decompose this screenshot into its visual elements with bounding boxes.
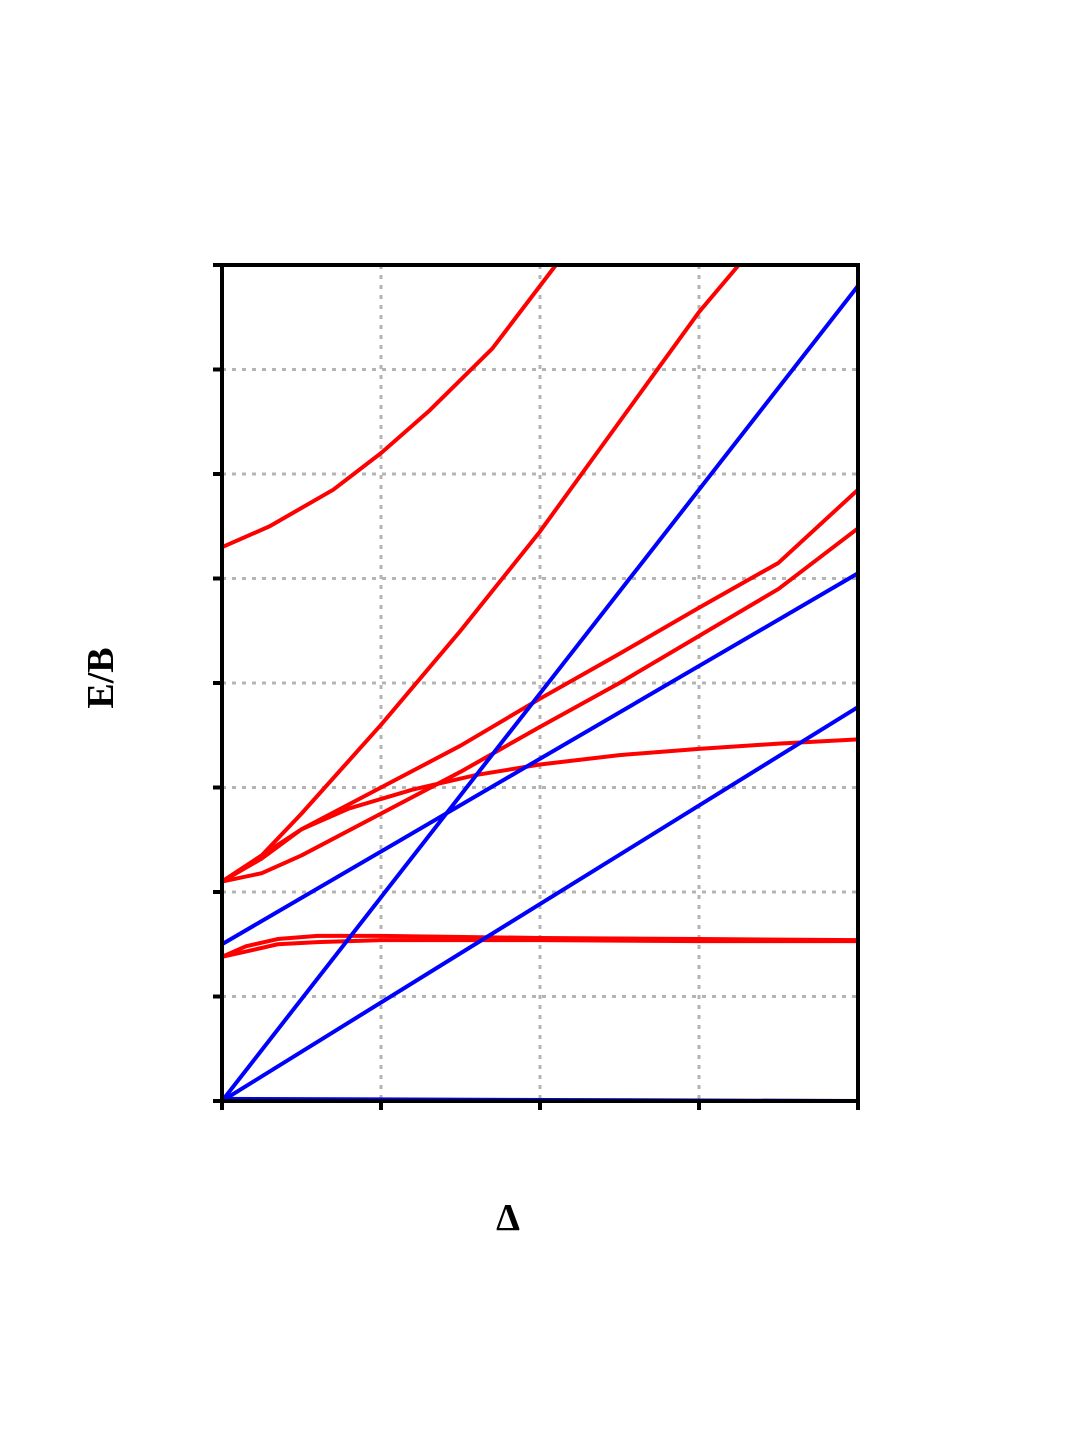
blue-series-line: [220, 283, 860, 1103]
red-series-line: [220, 526, 860, 884]
blue-series-line: [220, 705, 860, 1103]
red-series-line: [220, 263, 741, 884]
axis-ticks: [213, 263, 860, 1110]
red-series-line: [220, 263, 558, 550]
blue-series-line: [220, 571, 860, 947]
y-axis-label: E/B: [80, 647, 122, 708]
x-axis-label: Δ: [496, 1197, 520, 1239]
